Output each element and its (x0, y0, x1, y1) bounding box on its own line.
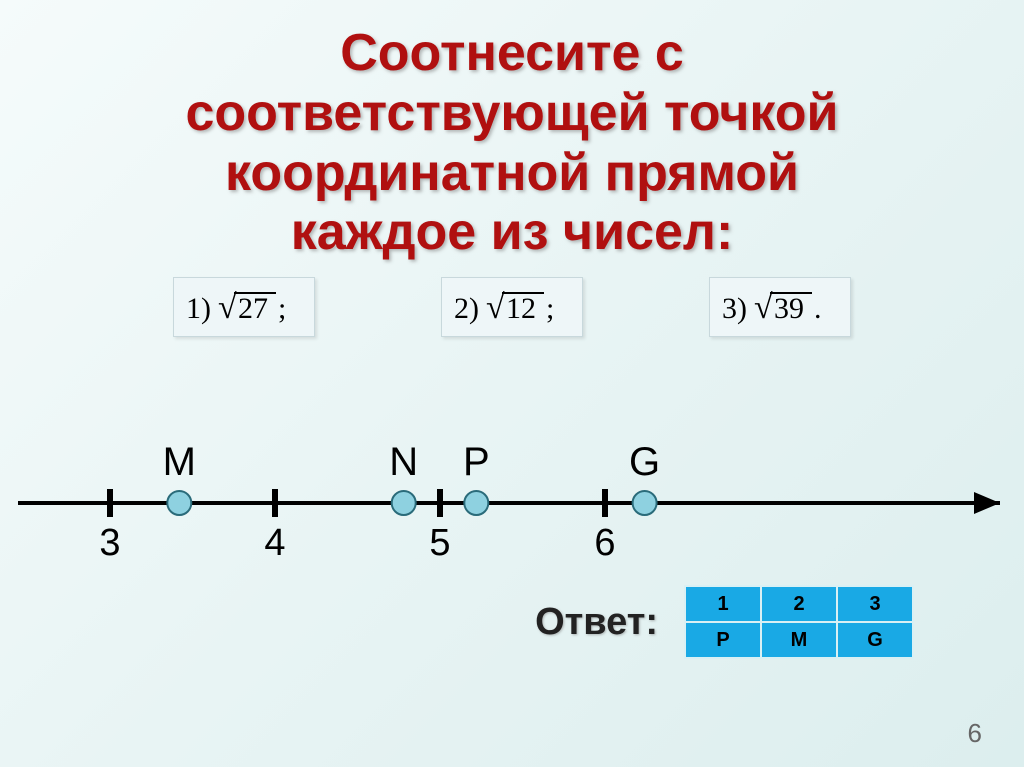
title-line: Соотнесите с (340, 24, 684, 82)
formula-3: 3) √ 39 . (709, 277, 851, 337)
svg-text:1): 1) (186, 292, 211, 325)
svg-text:39: 39 (774, 292, 804, 325)
page-number: 6 (968, 718, 982, 749)
title-line: координатной прямой (225, 144, 799, 202)
svg-text:3: 3 (99, 522, 120, 564)
svg-text:P: P (463, 440, 490, 484)
number-line: 3 4 5 6 M N P G (0, 393, 1024, 593)
svg-text:√: √ (754, 289, 773, 326)
formula-row: 1) √ 27 ; 2) √ 12 ; 3) √ 39 . (110, 277, 914, 337)
answer-table: 1 2 3 P M G (684, 585, 914, 659)
svg-text:5: 5 (429, 522, 450, 564)
svg-text:12: 12 (506, 292, 536, 325)
svg-text:4: 4 (264, 522, 285, 564)
svg-text:6: 6 (594, 522, 615, 564)
svg-text:.: . (814, 292, 822, 325)
title-line: соответствующей точкой (185, 84, 838, 142)
svg-text:3): 3) (722, 292, 747, 325)
svg-text:2): 2) (454, 292, 479, 325)
title-line: каждое из чисел: (291, 203, 734, 261)
svg-text:M: M (163, 440, 196, 484)
svg-text:G: G (629, 440, 660, 484)
answer-value-cell: G (837, 622, 913, 658)
answer-label: Ответ: (535, 601, 658, 644)
svg-text:N: N (389, 440, 418, 484)
formula-2: 2) √ 12 ; (441, 277, 583, 337)
svg-text:√: √ (218, 289, 237, 326)
svg-text:27: 27 (238, 292, 268, 325)
svg-text:√: √ (486, 289, 505, 326)
svg-text:;: ; (278, 292, 286, 325)
formula-1: 1) √ 27 ; (173, 277, 315, 337)
answer-value-cell: P (685, 622, 761, 658)
slide-title: Соотнесите с соответствующей точкой коор… (0, 0, 1024, 263)
answer-value-cell: M (761, 622, 837, 658)
svg-text:;: ; (546, 292, 554, 325)
answer-row: Ответ: 1 2 3 P M G (0, 585, 914, 659)
